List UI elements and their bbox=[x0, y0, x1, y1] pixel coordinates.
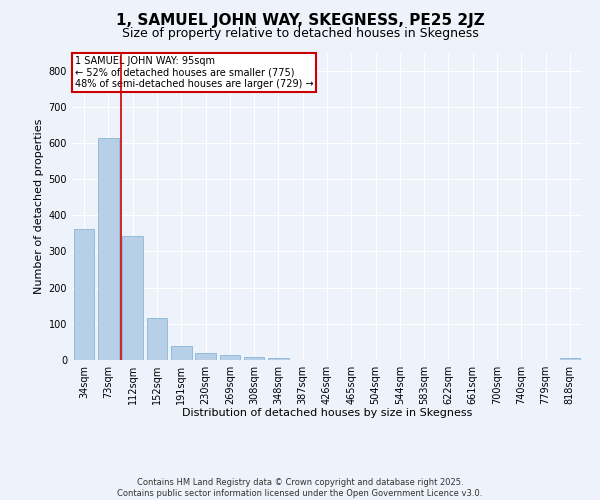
X-axis label: Distribution of detached houses by size in Skegness: Distribution of detached houses by size … bbox=[182, 408, 472, 418]
Bar bbox=[74, 229, 94, 360]
Bar bbox=[195, 354, 216, 360]
Bar bbox=[98, 138, 119, 360]
Text: Contains HM Land Registry data © Crown copyright and database right 2025.
Contai: Contains HM Land Registry data © Crown c… bbox=[118, 478, 482, 498]
Bar bbox=[268, 358, 289, 360]
Bar bbox=[146, 318, 167, 360]
Y-axis label: Number of detached properties: Number of detached properties bbox=[34, 118, 44, 294]
Bar bbox=[560, 358, 580, 360]
Bar bbox=[220, 354, 240, 360]
Text: 1, SAMUEL JOHN WAY, SKEGNESS, PE25 2JZ: 1, SAMUEL JOHN WAY, SKEGNESS, PE25 2JZ bbox=[116, 12, 484, 28]
Text: 1 SAMUEL JOHN WAY: 95sqm
← 52% of detached houses are smaller (775)
48% of semi-: 1 SAMUEL JOHN WAY: 95sqm ← 52% of detach… bbox=[74, 56, 313, 89]
Bar bbox=[122, 236, 143, 360]
Bar bbox=[171, 346, 191, 360]
Text: Size of property relative to detached houses in Skegness: Size of property relative to detached ho… bbox=[122, 28, 478, 40]
Bar bbox=[244, 357, 265, 360]
